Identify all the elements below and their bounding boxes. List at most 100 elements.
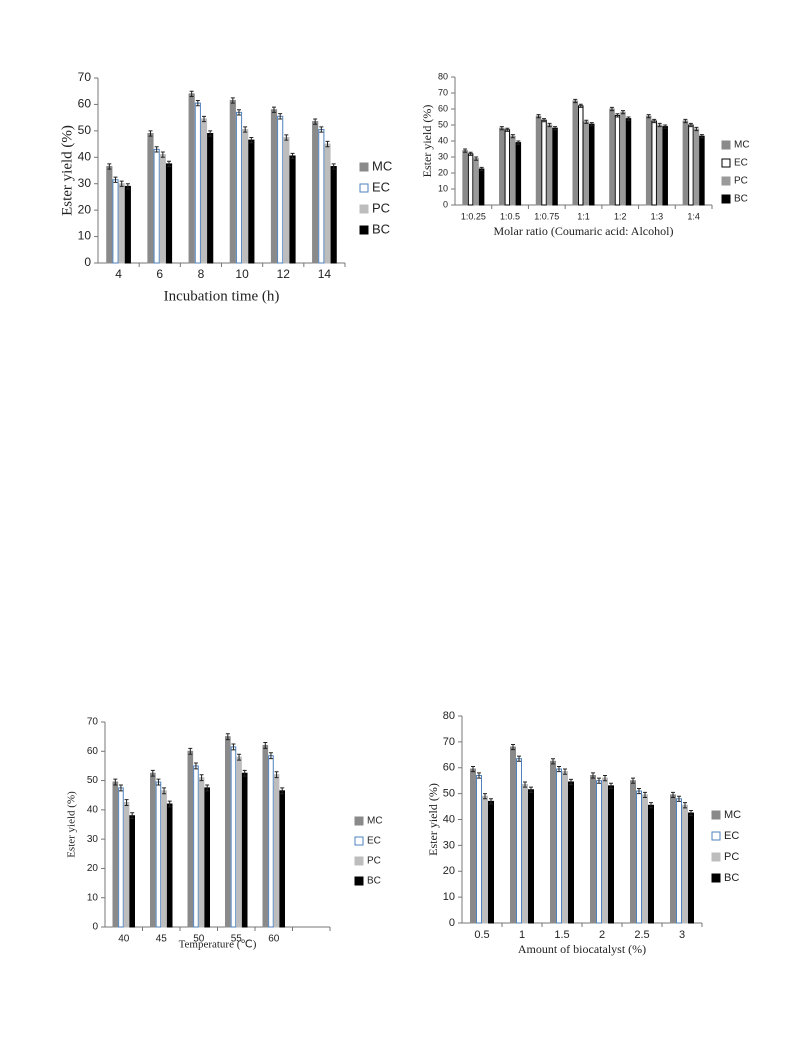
bar	[467, 153, 474, 206]
legend-swatch	[711, 831, 721, 841]
error-bar	[236, 109, 241, 116]
bar	[268, 755, 274, 928]
error-bar	[646, 114, 651, 119]
error-bar	[557, 765, 561, 773]
bar	[188, 93, 195, 264]
legend-swatch	[354, 876, 364, 886]
y-tick-label: 10	[443, 891, 455, 903]
error-bar	[643, 791, 647, 799]
bar	[242, 129, 249, 264]
legend-label: PC	[724, 851, 739, 863]
bar	[273, 774, 280, 928]
y-tick-label: 60	[78, 97, 92, 111]
bar	[289, 155, 296, 264]
bar	[150, 772, 156, 928]
x-tick-label: 1:3	[651, 211, 664, 221]
error-bar	[499, 126, 504, 131]
x-tick-label: 1:1	[577, 211, 590, 221]
bar	[478, 168, 485, 206]
legend-label: BC	[734, 194, 748, 205]
error-bar	[597, 777, 601, 784]
error-bar	[584, 119, 589, 124]
error-bar	[563, 768, 567, 775]
error-bar	[249, 136, 254, 144]
bar	[106, 166, 113, 264]
bar	[645, 115, 652, 206]
bar	[614, 114, 621, 206]
error-bar	[119, 180, 124, 187]
error-bar	[118, 784, 123, 792]
legend-label: EC	[734, 158, 748, 169]
error-bar	[671, 791, 675, 799]
y-tick-label: 50	[78, 123, 92, 137]
x-tick-label: 40	[118, 934, 130, 945]
legend-label: MC	[372, 158, 392, 173]
legend-label: EC	[367, 836, 381, 847]
error-bar	[199, 774, 204, 782]
error-bar	[511, 743, 515, 751]
bar	[159, 154, 166, 264]
bar	[161, 790, 167, 928]
error-bar	[483, 793, 487, 800]
error-bar	[626, 116, 631, 121]
legend-label: PC	[367, 856, 381, 867]
error-bar	[290, 152, 295, 160]
x-tick-label: 1.5	[554, 929, 569, 941]
y-axis-label: Ester yield (%)	[66, 791, 78, 858]
bar	[636, 790, 642, 924]
y-tick-label: 30	[438, 151, 448, 161]
bar	[648, 804, 654, 924]
error-bar	[551, 758, 555, 765]
bar	[262, 744, 269, 928]
error-bar	[468, 151, 473, 156]
bar	[522, 784, 528, 924]
x-axis-label: Amount of biocatalyst (%)	[518, 942, 646, 956]
y-tick-label: 70	[87, 717, 99, 728]
x-tick-label: 60	[268, 934, 280, 945]
x-tick-label: 1	[519, 929, 525, 941]
bar	[596, 780, 602, 924]
bar	[312, 121, 319, 264]
bar	[572, 100, 578, 206]
x-tick-label: 1:0.5	[500, 211, 520, 221]
error-bar	[523, 781, 527, 788]
y-tick-label: 20	[87, 863, 99, 874]
error-bar	[195, 99, 200, 107]
error-bar	[609, 106, 614, 112]
error-bar	[278, 113, 283, 120]
error-bar	[578, 103, 583, 108]
y-axis-label: Ester yield (%)	[59, 125, 75, 216]
bar	[577, 105, 584, 206]
error-bar	[208, 130, 213, 137]
error-bar	[652, 118, 657, 124]
bar	[204, 787, 210, 928]
bar	[609, 108, 615, 206]
error-bar	[188, 747, 193, 755]
legend-swatch	[721, 140, 731, 150]
error-bar	[205, 784, 210, 792]
error-bar	[649, 802, 653, 809]
bar	[187, 750, 194, 928]
error-bar	[193, 762, 198, 770]
bar	[324, 143, 331, 264]
x-axis-label: Molar ratio (Coumaric acid: Alcohol)	[494, 224, 674, 238]
error-bar	[231, 743, 236, 751]
error-bar	[156, 778, 161, 786]
x-tick-label: 1:4	[687, 211, 700, 221]
x-tick-label: 8	[198, 267, 205, 281]
error-bar	[657, 122, 662, 128]
bar	[528, 789, 534, 924]
bar	[470, 768, 476, 924]
bar	[556, 768, 562, 924]
legend-swatch	[354, 856, 364, 866]
y-tick-label: 50	[438, 119, 448, 129]
y-tick-label: 20	[78, 202, 92, 216]
error-bar	[125, 183, 130, 190]
y-tick-label: 10	[87, 892, 99, 903]
x-tick-label: 10	[235, 267, 249, 281]
x-tick-label: 2.5	[634, 929, 649, 941]
x-tick-label: 3	[679, 929, 685, 941]
error-bar	[225, 733, 230, 741]
error-bar	[162, 787, 167, 795]
y-tick-label: 70	[438, 87, 448, 97]
